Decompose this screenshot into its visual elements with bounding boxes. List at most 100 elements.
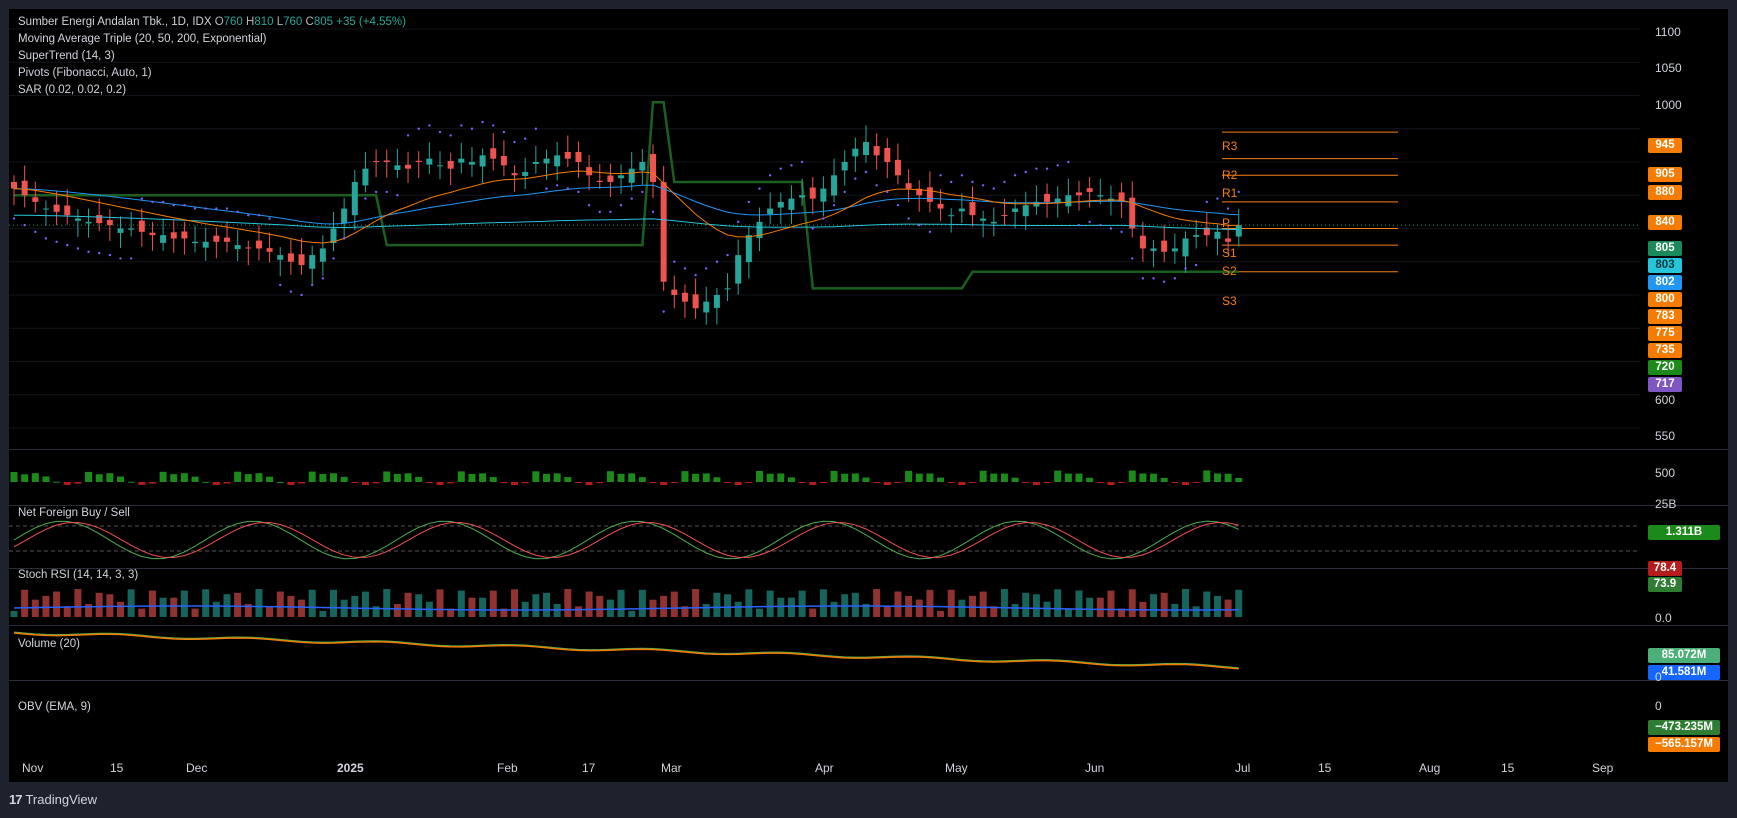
obv-line xyxy=(13,631,1239,669)
candle-body xyxy=(564,151,571,159)
candle-body xyxy=(437,165,443,167)
sar-dot xyxy=(449,134,452,137)
sar-dot xyxy=(1141,277,1145,280)
obv-pane-title[interactable]: OBV (EMA, 9) xyxy=(18,701,91,713)
foreign-bar xyxy=(468,473,476,482)
sar-dot xyxy=(779,167,782,170)
foreign-bar xyxy=(436,482,444,485)
time-axis-label: Aug xyxy=(1419,761,1441,775)
tradingview-brand[interactable]: 17 TradingView xyxy=(9,792,97,807)
sar-dot xyxy=(1045,167,1049,170)
pivot-label-p: P xyxy=(1222,216,1231,230)
sar-dot xyxy=(1003,180,1006,184)
sar-dot xyxy=(23,223,26,227)
foreign-bar xyxy=(276,481,284,483)
candle-body xyxy=(1235,225,1242,237)
sar-dot xyxy=(683,267,687,270)
candle-body xyxy=(53,204,60,212)
stoch-pane-title[interactable]: Stoch RSI (14, 14, 3, 3) xyxy=(18,569,139,581)
candle-body xyxy=(405,164,412,169)
sar-dot xyxy=(193,207,197,210)
candle-body xyxy=(735,255,742,284)
foreign-bar xyxy=(862,477,870,482)
sar-dot xyxy=(161,200,165,204)
symbol-legend[interactable]: Sumber Energi Andalan Tbk., 1D, IDX O760… xyxy=(18,16,406,28)
candle-body xyxy=(1044,193,1051,202)
foreign-bar xyxy=(628,473,636,482)
volume-bar xyxy=(756,608,763,617)
sar-dot xyxy=(417,127,420,130)
volume-bar xyxy=(1096,597,1104,617)
volume-bar xyxy=(734,601,742,617)
volume-bar xyxy=(106,594,114,617)
candle-body xyxy=(543,158,550,164)
sar-dot xyxy=(875,184,878,187)
volume-bar xyxy=(862,603,870,617)
indicator-legend-pivots[interactable]: Pivots (Fibonacci, Auto, 1) xyxy=(18,67,152,79)
sar-dot xyxy=(183,204,186,207)
pane-separator[interactable] xyxy=(9,505,1728,506)
pivot-label-r2: R2 xyxy=(1222,168,1238,182)
candle-body xyxy=(671,289,678,295)
sar-dot xyxy=(289,290,293,293)
price-tag-ema50: 802 xyxy=(1648,275,1682,290)
foreign-pane-title[interactable]: Net Foreign Buy / Sell xyxy=(18,507,130,519)
pivot-label-r1: R1 xyxy=(1222,186,1238,200)
candle-body xyxy=(42,208,49,210)
volume-bar xyxy=(617,589,625,617)
pane-separator[interactable] xyxy=(9,680,1728,681)
volume-bar xyxy=(479,597,487,617)
candle-body xyxy=(106,220,113,226)
pane-separator[interactable] xyxy=(9,568,1728,569)
price-tag-pivot: 840 xyxy=(1648,215,1682,230)
candle-body xyxy=(213,235,220,242)
stoch-d-tag: 73.9 xyxy=(1648,577,1682,592)
sar-dot xyxy=(44,237,48,240)
tradingview-logo-icon: 17 xyxy=(9,792,23,807)
foreign-bar xyxy=(330,473,337,482)
sar-dot xyxy=(300,293,303,297)
candle-body xyxy=(681,292,688,302)
stoch-axis-bottom: 0.0 xyxy=(1655,611,1672,625)
sar-dot xyxy=(406,134,410,137)
candle-body xyxy=(650,154,656,182)
volume-bar xyxy=(543,592,550,617)
price-tag-s3: 735 xyxy=(1648,343,1682,358)
volume-bar xyxy=(628,610,636,617)
volume-bar xyxy=(74,589,82,617)
sar-dot xyxy=(1077,223,1081,227)
foreign-bar xyxy=(447,482,455,484)
candle-body xyxy=(703,301,710,313)
candle-body xyxy=(724,288,731,290)
volume-bar xyxy=(1086,597,1094,617)
candle-body xyxy=(128,228,135,230)
candle-body xyxy=(96,214,103,224)
volume-bar xyxy=(1128,589,1136,617)
indicator-legend-sar[interactable]: SAR (0.02, 0.02, 0.2) xyxy=(18,84,127,96)
stoch-k-tag: 78.4 xyxy=(1648,561,1682,576)
candle-body xyxy=(969,202,976,216)
indicator-legend-supertrend[interactable]: SuperTrend (14, 3) xyxy=(18,50,115,62)
volume-bar xyxy=(1150,594,1158,617)
volume-bar xyxy=(1192,606,1200,617)
foreign-bar xyxy=(926,473,934,482)
chart-frame[interactable] xyxy=(9,9,1728,782)
pane-separator[interactable] xyxy=(9,625,1728,626)
sar-dot xyxy=(215,207,218,210)
foreign-bar xyxy=(777,473,785,482)
volume-pane-title[interactable]: Volume (20) xyxy=(18,638,81,650)
pane-separator[interactable] xyxy=(9,449,1728,450)
volume-bar xyxy=(1043,601,1051,617)
pivot-label-r3: R3 xyxy=(1222,139,1238,153)
price-axis-label: 550 xyxy=(1655,429,1676,443)
candle-body xyxy=(1086,188,1093,192)
price-axis-label: 500 xyxy=(1655,466,1676,480)
candle-body xyxy=(926,187,933,202)
foreign-value-tag: 1.311B xyxy=(1648,525,1720,540)
candle-body xyxy=(575,151,582,162)
foreign-bar xyxy=(905,470,913,482)
volume-ma-line xyxy=(13,605,1239,611)
sar-dot xyxy=(1184,267,1187,270)
indicator-legend-ma[interactable]: Moving Average Triple (20, 50, 200, Expo… xyxy=(18,33,267,45)
